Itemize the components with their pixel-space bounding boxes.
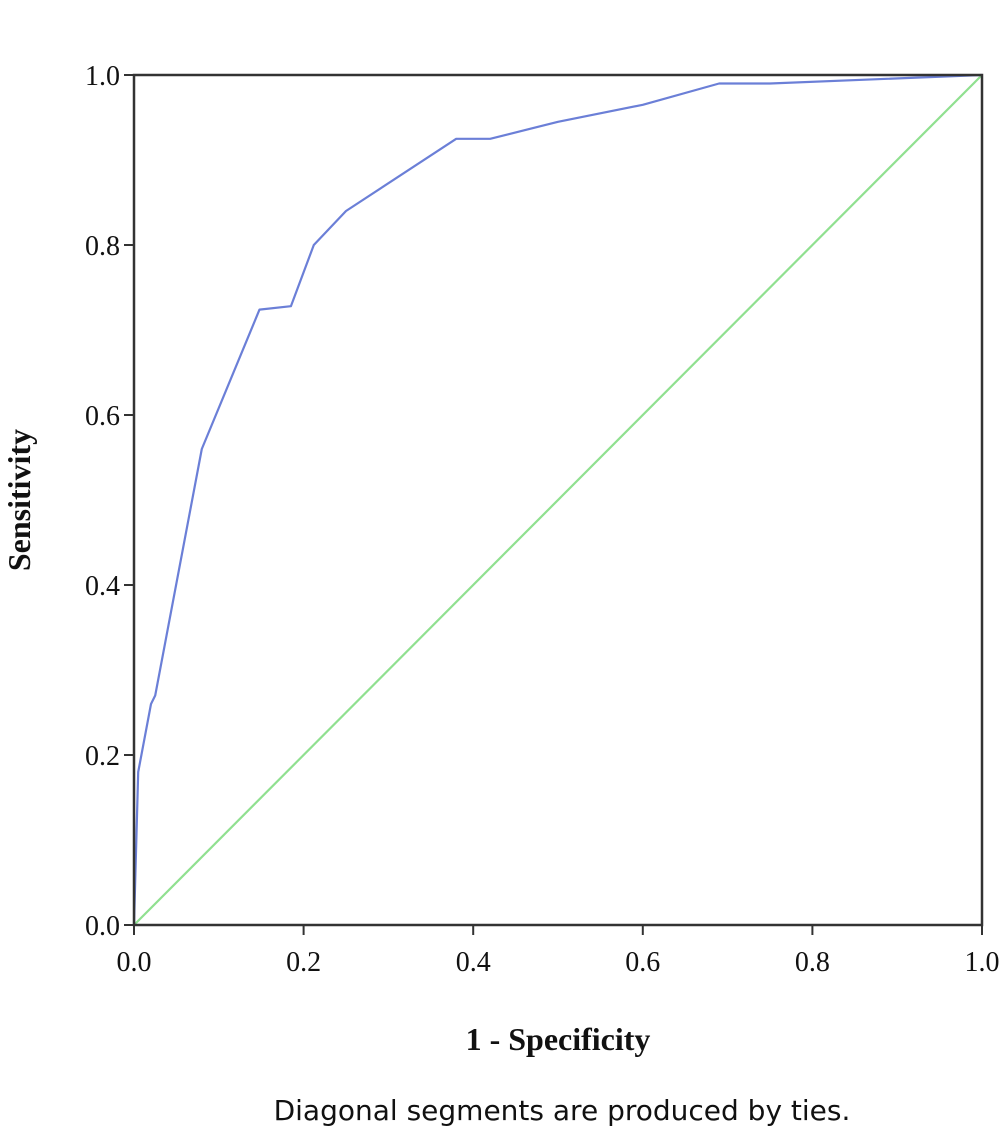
x-tick-label: 0.6 bbox=[625, 947, 660, 978]
y-axis-title: Sensitivity bbox=[1, 429, 37, 571]
plot-lines bbox=[132, 73, 983, 926]
x-tick-label: 0.4 bbox=[456, 947, 491, 978]
y-tick-label: 0.4 bbox=[85, 571, 120, 602]
y-tick-label: 0.8 bbox=[85, 231, 120, 262]
roc-curve-line bbox=[132, 73, 983, 926]
chart-footnote: Diagonal segments are produced by ties. bbox=[274, 1094, 851, 1127]
x-tick-label: 1.0 bbox=[965, 947, 1000, 978]
x-axis-title: 1 - Specificity bbox=[466, 1021, 651, 1057]
x-tick-label: 0.2 bbox=[286, 947, 321, 978]
plot-frame bbox=[132, 73, 984, 927]
y-tick-label: 1.0 bbox=[85, 61, 120, 92]
x-tick-label: 0.0 bbox=[117, 947, 152, 978]
plot-border bbox=[132, 73, 984, 927]
axis-ticks: 0.0 0.2 0.4 0.6 0.8 1.0 0.0 0.2 0.4 0.6 0.8 1.0 bbox=[85, 61, 1000, 978]
reference-diagonal-line bbox=[133, 74, 983, 926]
y-tick-label: 0.6 bbox=[85, 401, 120, 432]
x-tick-label: 0.8 bbox=[795, 947, 830, 978]
y-tick-label: 0.0 bbox=[85, 911, 120, 942]
y-tick-label: 0.2 bbox=[85, 741, 120, 772]
